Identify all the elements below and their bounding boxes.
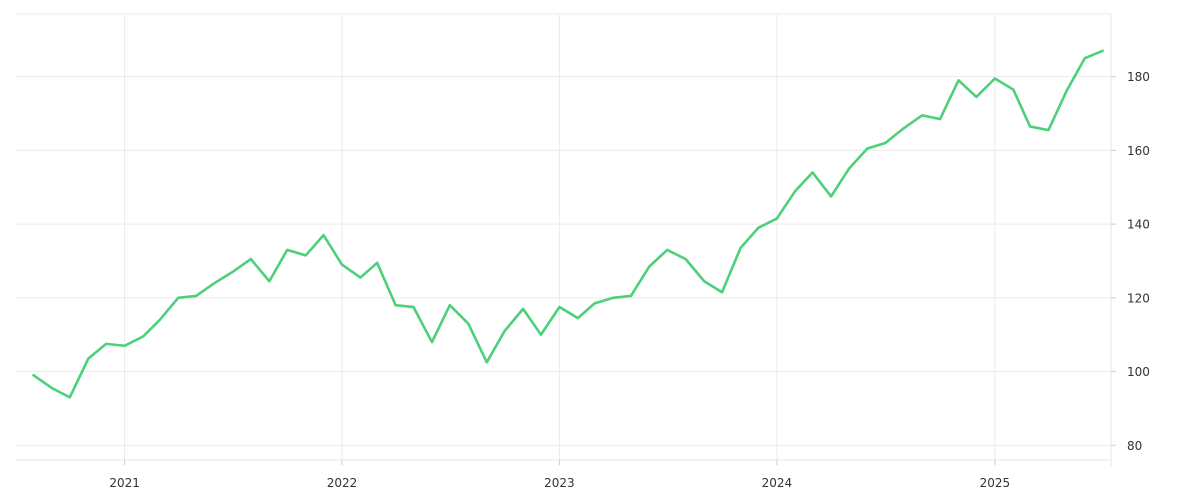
x-tick-label: 2023 [544, 476, 575, 490]
series-line-0 [32, 49, 1104, 399]
x-axis-tick-labels: 2021 2022 2023 2024 2025 [109, 460, 1010, 490]
x-tick-label: 2021 [109, 476, 140, 490]
chart-grid [15, 13, 1111, 460]
series-group [32, 49, 1104, 399]
y-tick-label: 100 [1127, 365, 1150, 379]
y-tick-label: 180 [1127, 70, 1150, 84]
y-tick-label: 80 [1127, 439, 1142, 453]
y-tick-label: 120 [1127, 291, 1150, 305]
y-tick-label: 140 [1127, 218, 1150, 232]
y-tick-label: 160 [1127, 144, 1150, 158]
x-tick-label: 2024 [762, 476, 793, 490]
x-tick-label: 2025 [980, 476, 1011, 490]
x-tick-label: 2022 [327, 476, 358, 490]
y-axis-tick-labels: 80 100 120 140 160 180 [1111, 70, 1150, 453]
